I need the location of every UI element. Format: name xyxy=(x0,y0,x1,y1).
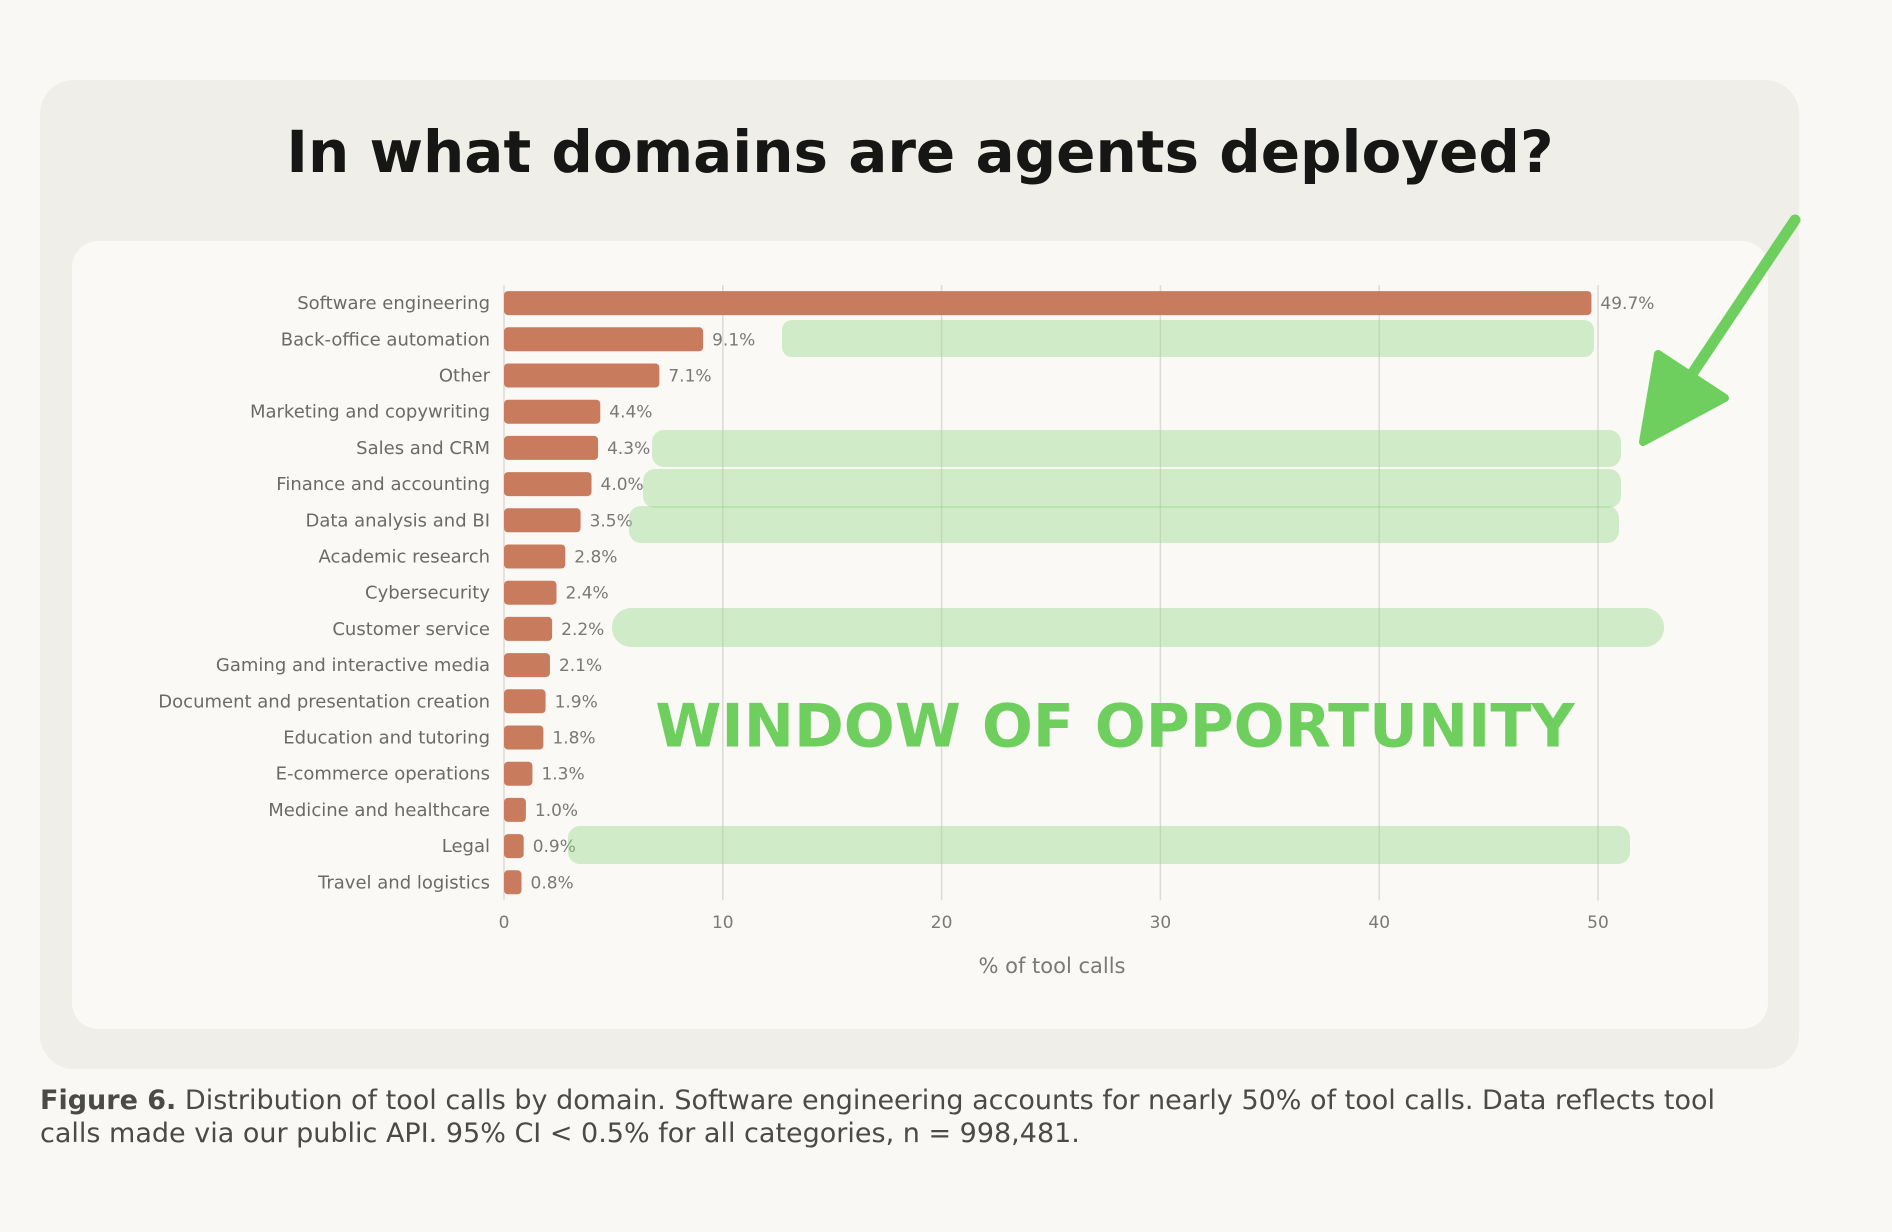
bar xyxy=(504,472,592,497)
value-label: 1.0% xyxy=(535,801,578,821)
highlights xyxy=(568,320,1664,864)
highlight xyxy=(568,826,1630,864)
value-label: 2.8% xyxy=(574,548,617,568)
x-tick-label: 30 xyxy=(1150,913,1172,933)
highlight xyxy=(612,608,1664,647)
caption: Figure 6. Distribution of tool calls by … xyxy=(40,1084,1780,1150)
bar xyxy=(504,544,566,569)
plot-card xyxy=(72,241,1768,1029)
arrow-shaft xyxy=(1674,214,1801,398)
value-label: 1.3% xyxy=(541,765,584,785)
bar xyxy=(504,797,526,822)
bar xyxy=(504,363,660,388)
y-tick-label: Sales and CRM xyxy=(356,438,490,459)
annotation: WINDOW OF OPPORTUNITY xyxy=(655,692,1576,762)
value-label: 2.4% xyxy=(566,584,609,604)
highlight xyxy=(629,506,1619,543)
bar xyxy=(504,580,557,605)
y-tick-label: Gaming and interactive media xyxy=(216,655,490,676)
bar xyxy=(504,435,599,460)
chart-title: In what domains are agents deployed? xyxy=(286,118,1553,186)
y-tick-label: Data analysis and BI xyxy=(305,510,490,531)
x-tick-label: 10 xyxy=(712,913,734,933)
y-tick-label: E-commerce operations xyxy=(276,764,490,785)
y-tick-label: Education and tutoring xyxy=(283,728,490,749)
bar xyxy=(504,761,533,786)
bar xyxy=(504,616,553,641)
bars: Software engineering 49.7% Back-office aut… xyxy=(158,291,1654,895)
value-label: 2.1% xyxy=(559,656,602,676)
highlight xyxy=(652,430,1621,467)
grid: 0 10 20 30 40 50 xyxy=(499,285,1609,933)
value-label: 9.1% xyxy=(712,330,755,350)
y-tick-label: Travel and logistics xyxy=(317,872,490,893)
y-tick-label: Customer service xyxy=(332,619,490,640)
y-tick-label: Other xyxy=(439,366,491,387)
value-label: 0.9% xyxy=(533,837,576,857)
figure-label: Figure 6. xyxy=(40,1085,177,1116)
bar xyxy=(504,508,581,533)
value-label: 3.5% xyxy=(590,511,633,531)
value-label: 1.8% xyxy=(552,729,595,749)
arrow xyxy=(1639,214,1801,446)
y-tick-label: Medicine and healthcare xyxy=(268,800,490,821)
bar xyxy=(504,870,522,895)
bar xyxy=(504,653,550,678)
y-tick-label: Document and presentation creation xyxy=(158,691,490,712)
value-label: 4.4% xyxy=(609,403,652,423)
y-tick-label: Cybersecurity xyxy=(365,583,490,604)
y-tick-label: Marketing and copywriting xyxy=(250,402,490,423)
bar xyxy=(504,689,546,714)
bar xyxy=(504,725,544,750)
caption-text: Distribution of tool calls by domain. So… xyxy=(40,1085,1715,1149)
value-label: 7.1% xyxy=(668,367,711,387)
highlight xyxy=(643,469,1621,508)
y-tick-label: Legal xyxy=(442,836,490,857)
y-tick-label: Finance and accounting xyxy=(276,474,490,495)
x-tick-label: 40 xyxy=(1368,913,1390,933)
value-label: 0.8% xyxy=(531,873,574,893)
value-label: 4.3% xyxy=(607,439,650,459)
value-label: 4.0% xyxy=(601,475,644,495)
y-tick-label: Back-office automation xyxy=(281,329,490,350)
y-tick-label: Academic research xyxy=(319,547,490,568)
x-tick-label: 50 xyxy=(1587,913,1609,933)
bar xyxy=(504,399,601,424)
x-axis-label: % of tool calls xyxy=(978,954,1125,978)
bar xyxy=(504,291,1592,316)
bar xyxy=(504,327,704,352)
x-tick-label: 20 xyxy=(931,913,953,933)
value-label: 49.7% xyxy=(1600,294,1654,314)
x-tick-label: 0 xyxy=(499,913,510,933)
highlight xyxy=(782,320,1594,357)
bar xyxy=(504,834,524,859)
value-label: 2.2% xyxy=(561,620,604,640)
chart: In what domains are agents deployed? 0 10… xyxy=(40,80,1801,1069)
arrow-head xyxy=(1639,350,1729,446)
y-tick-label: Software engineering xyxy=(297,293,490,314)
value-label: 1.9% xyxy=(555,692,598,712)
